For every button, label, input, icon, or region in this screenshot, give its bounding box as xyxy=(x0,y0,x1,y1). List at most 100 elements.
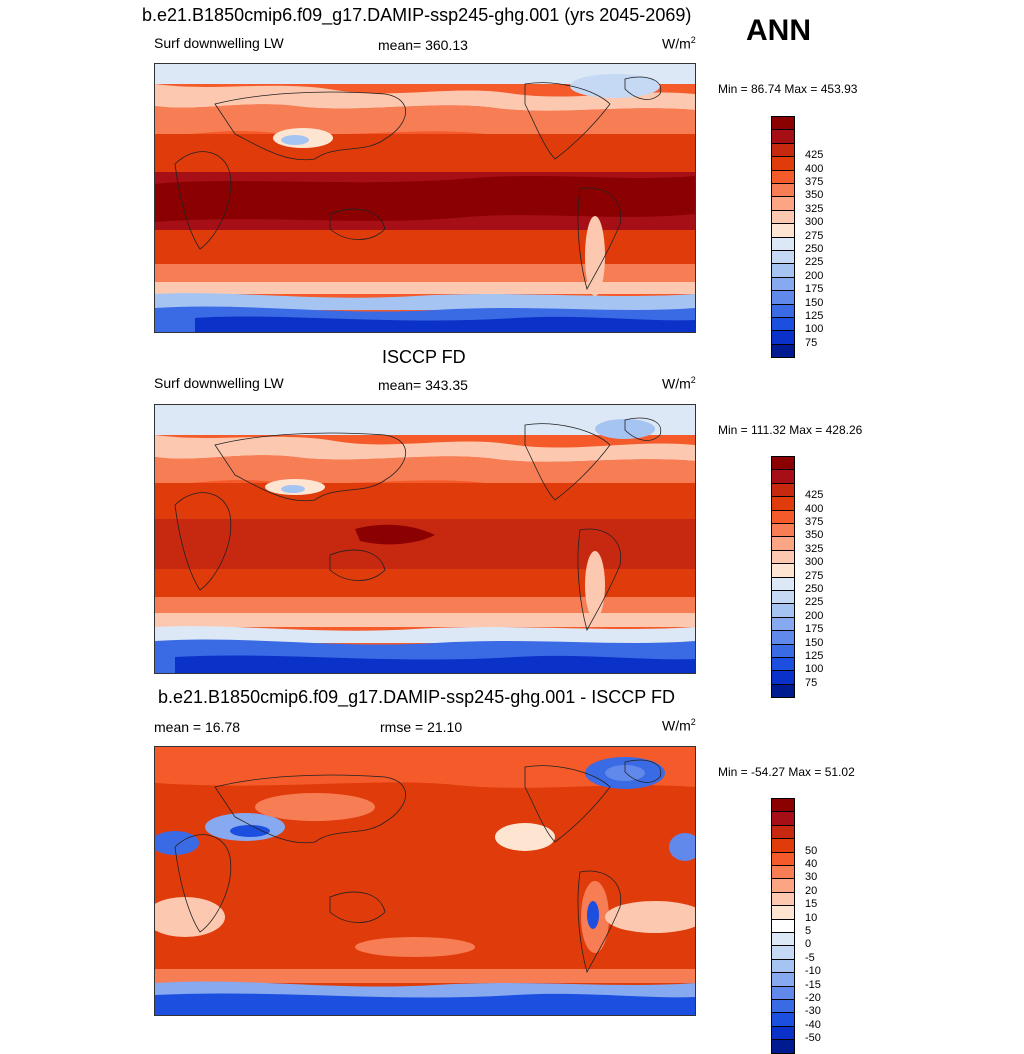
colorbar-segment xyxy=(771,657,795,672)
colorbar-tick-label: -5 xyxy=(805,951,815,964)
colorbar-segment xyxy=(771,851,795,866)
colorbar-tick-label: 400 xyxy=(805,162,824,175)
colorbar-segment xyxy=(771,536,795,551)
colorbar-segment xyxy=(771,824,795,840)
colorbar-segment xyxy=(771,918,795,933)
colorbar-tick-label: 125 xyxy=(805,650,824,662)
panel-3-units: W/m2 xyxy=(662,717,696,734)
colorbar-segment xyxy=(771,196,795,211)
panel-2-units: W/m2 xyxy=(662,375,696,392)
colorbar-segment xyxy=(771,496,795,511)
colorbar-segment xyxy=(771,630,795,645)
colorbar-tick-label: 225 xyxy=(805,256,824,269)
colorbar-tick-label: 30 xyxy=(805,871,818,884)
colorbar-segment xyxy=(771,317,795,332)
colorbar-tick-label: 375 xyxy=(805,516,824,528)
colorbar-tick-label: 350 xyxy=(805,189,824,202)
season-label: ANN xyxy=(746,14,811,47)
colorbar-tick-label: -30 xyxy=(805,1005,821,1018)
colorbar-segment xyxy=(771,838,795,853)
colorbar-segment xyxy=(771,263,795,278)
colorbar-segment xyxy=(771,303,795,318)
colorbar-tick-label: 75 xyxy=(805,676,818,689)
colorbar-tick-label: 300 xyxy=(805,556,824,569)
colorbar-segment xyxy=(771,1039,795,1054)
colorbar-segment xyxy=(771,905,795,920)
colorbar-segment xyxy=(771,523,795,538)
colorbar-segment xyxy=(771,343,795,359)
colorbar-segment xyxy=(771,1012,795,1027)
colorbar-segment xyxy=(771,509,795,524)
panel-3-map xyxy=(154,746,696,1016)
colorbar-segment xyxy=(771,156,795,171)
colorbar-segment xyxy=(771,116,795,131)
colorbar-tick-label: 200 xyxy=(805,609,824,622)
colorbar-tick-label: 375 xyxy=(805,176,824,188)
colorbar-tick-label: 5 xyxy=(805,925,812,937)
colorbar-tick-label: 75 xyxy=(805,336,818,349)
colorbar-segment xyxy=(771,865,795,880)
panel-2-map xyxy=(154,404,696,674)
colorbar-tick-label: -50 xyxy=(805,1032,821,1045)
panel-3-colorbar: 50 40 30 20 15 10 5 0 -5 -10 -15 -20 -30 -40 -50 xyxy=(771,798,821,1054)
colorbar-tick-label: -15 xyxy=(805,978,821,991)
colorbar-tick-label: 150 xyxy=(805,636,824,649)
colorbar-tick-label: 325 xyxy=(805,202,824,215)
panel-2-minmax: Min = 111.32 Max = 428.26 xyxy=(718,423,863,437)
colorbar-segment xyxy=(771,330,795,345)
colorbar-segment xyxy=(771,482,795,498)
panel-3-minmax: Min = -54.27 Max = 51.02 xyxy=(718,765,855,779)
colorbar-segment xyxy=(771,945,795,960)
panel-2-mean-label: mean= 343.35 xyxy=(378,377,468,393)
panel-1-map xyxy=(154,63,696,333)
colorbar-segment xyxy=(771,878,795,893)
colorbar-tick-label: 400 xyxy=(805,502,824,515)
panel-3-title: b.e21.B1850cmip6.f09_g17.DAMIP-ssp245-gh… xyxy=(158,687,675,707)
colorbar-segment xyxy=(771,683,795,699)
colorbar-tick-label: 200 xyxy=(805,269,824,282)
colorbar-tick-label: 275 xyxy=(805,229,824,242)
colorbar-segment xyxy=(771,250,795,265)
colorbar-segment xyxy=(771,236,795,251)
colorbar-segment xyxy=(771,932,795,947)
colorbar-tick-label: 15 xyxy=(805,898,818,911)
colorbar-segment xyxy=(771,616,795,632)
colorbar-segment xyxy=(771,643,795,658)
colorbar-segment xyxy=(771,563,795,578)
panel-2-colorbar: 425 400 375 350 325 300 275 250 225 200 175 150 125 1… xyxy=(771,456,823,699)
colorbar-segment xyxy=(771,891,795,907)
panel-1-title: b.e21.B1850cmip6.f09_g17.DAMIP-ssp245-gh… xyxy=(142,5,692,25)
colorbar-tick-label: 250 xyxy=(805,243,824,255)
colorbar-tick-label: 425 xyxy=(805,149,824,162)
colorbar-tick-label: 0 xyxy=(805,938,812,951)
colorbar-segment xyxy=(771,603,795,618)
colorbar-tick-label: 175 xyxy=(805,623,824,636)
colorbar-tick-label: 40 xyxy=(805,858,818,870)
panel-3-mean-label: mean = 16.78 xyxy=(154,719,241,735)
colorbar-segment xyxy=(771,576,795,591)
colorbar-tick-label: -20 xyxy=(805,992,821,1004)
colorbar-segment xyxy=(771,972,795,987)
colorbar-segment xyxy=(771,1025,795,1041)
colorbar-segment xyxy=(771,590,795,605)
colorbar-segment xyxy=(771,456,795,471)
colorbar-tick-label: -10 xyxy=(805,965,821,978)
panel-3-rmse-label: rmse = 21.10 xyxy=(380,719,463,735)
colorbar-segment xyxy=(771,276,795,292)
colorbar-segment xyxy=(771,811,795,826)
colorbar-tick-label: 250 xyxy=(805,583,824,595)
colorbar-tick-label: 10 xyxy=(805,911,818,924)
colorbar-segment xyxy=(771,985,795,1000)
colorbar-tick-label: 325 xyxy=(805,542,824,555)
colorbar-segment xyxy=(771,958,795,974)
panel-2-title: ISCCP FD xyxy=(382,347,466,367)
colorbar-segment xyxy=(771,999,795,1014)
colorbar-segment xyxy=(771,142,795,158)
colorbar-tick-label: 225 xyxy=(805,596,824,609)
panel-1-variable-label: Surf downwelling LW xyxy=(154,35,284,51)
colorbar-segment xyxy=(771,290,795,305)
panel-2-variable-label: Surf downwelling LW xyxy=(154,375,284,391)
colorbar-tick-label: 425 xyxy=(805,489,824,502)
colorbar-tick-label: 175 xyxy=(805,283,824,296)
colorbar-tick-label: 350 xyxy=(805,529,824,542)
